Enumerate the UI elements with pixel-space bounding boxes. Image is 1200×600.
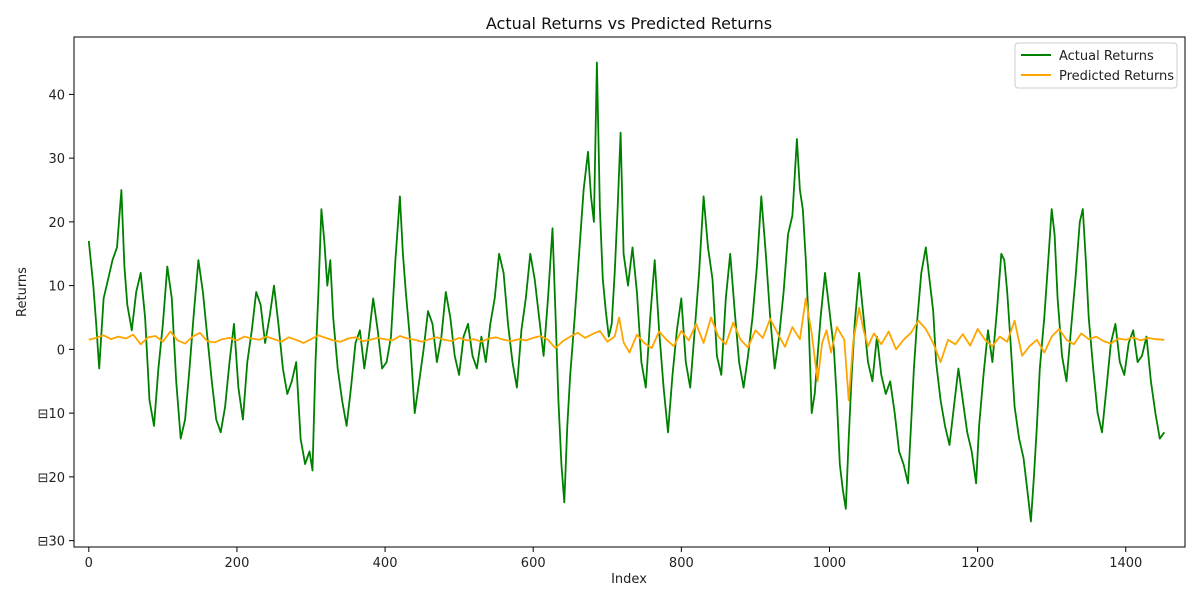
y-tick-label: 10	[48, 280, 65, 295]
y-tick-label: ⊟10	[38, 407, 65, 422]
y-tick-label: 0	[57, 343, 65, 358]
actual-returns-line	[87, 61, 1166, 523]
x-tick-label: 400	[373, 556, 398, 571]
y-tick-label: 30	[48, 152, 65, 167]
y-axis-label: Returns	[15, 267, 30, 317]
x-tick-label: 1200	[961, 556, 994, 571]
predicted-returns-line	[88, 297, 1165, 402]
legend-box	[1014, 42, 1178, 89]
x-tick-label: 1000	[813, 556, 846, 571]
x-tick-label: 0	[85, 556, 93, 571]
axis-ticks: 0 200 400 600 800 1000 1200 1400 40 30 20 10 0 ⊟10 ⊟20…	[38, 88, 1143, 571]
chart-title: Actual Returns vs Predicted Returns	[486, 14, 772, 33]
series-lines	[87, 61, 1166, 523]
x-tick-label: 200	[225, 556, 250, 571]
plot-frame	[73, 36, 1186, 548]
x-tick-label: 800	[669, 556, 694, 571]
y-tick-label: 40	[48, 88, 65, 103]
x-axis-label: Index	[611, 572, 647, 587]
x-tick-label: 1400	[1109, 556, 1142, 571]
y-tick-label: 20	[48, 216, 65, 231]
x-tick-label: 600	[521, 556, 546, 571]
legend-predicted-label: Predicted Returns	[1059, 69, 1174, 84]
legend-actual-label: Actual Returns	[1059, 49, 1154, 64]
y-tick-label: ⊟20	[38, 471, 65, 486]
y-tick-label: ⊟30	[38, 535, 65, 550]
legend: Actual Returns Predicted Returns	[1014, 42, 1178, 89]
